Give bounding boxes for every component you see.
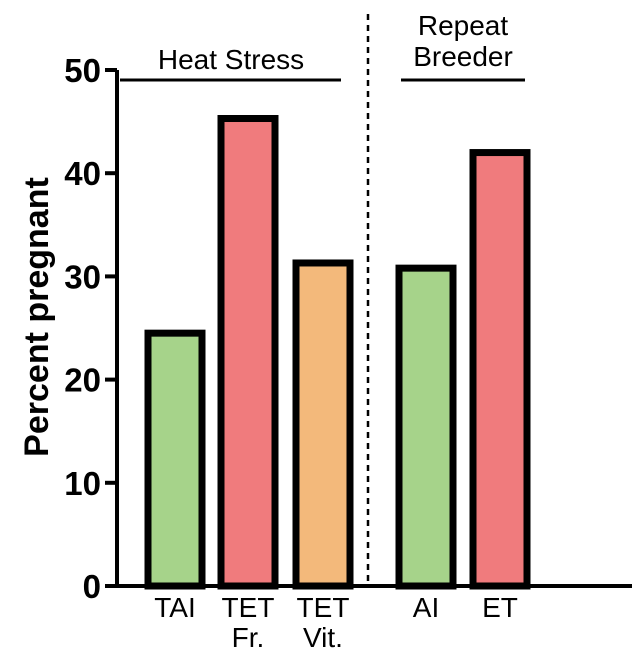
- bar: [469, 149, 531, 590]
- y-tick-label: 50: [64, 52, 101, 89]
- bar: [144, 329, 206, 590]
- y-axis-label: Percent pregnant: [18, 177, 56, 457]
- x-tick-label: TAI: [154, 592, 195, 623]
- y-tick-label: 20: [64, 362, 101, 399]
- group-label-repeat-breeder: Repeat: [418, 10, 509, 41]
- y-tick-label: 10: [64, 465, 101, 502]
- group-label-heat-stress: Heat Stress: [158, 44, 304, 75]
- x-tick-label: TET: [222, 592, 275, 623]
- x-tick-label: ET: [482, 592, 518, 623]
- y-tick-label: 0: [83, 568, 101, 605]
- x-tick-label: Vit.: [303, 622, 343, 653]
- bars: [144, 115, 531, 590]
- bar: [217, 115, 279, 590]
- y-tick-label: 30: [64, 258, 101, 295]
- x-tick-label: Fr.: [232, 622, 265, 653]
- x-tick-label: AI: [413, 592, 439, 623]
- bar: [292, 259, 354, 590]
- group-label-repeat-breeder: Breeder: [413, 41, 513, 72]
- bar: [395, 264, 457, 590]
- x-tick-label: TET: [297, 592, 350, 623]
- y-tick-label: 40: [64, 155, 101, 192]
